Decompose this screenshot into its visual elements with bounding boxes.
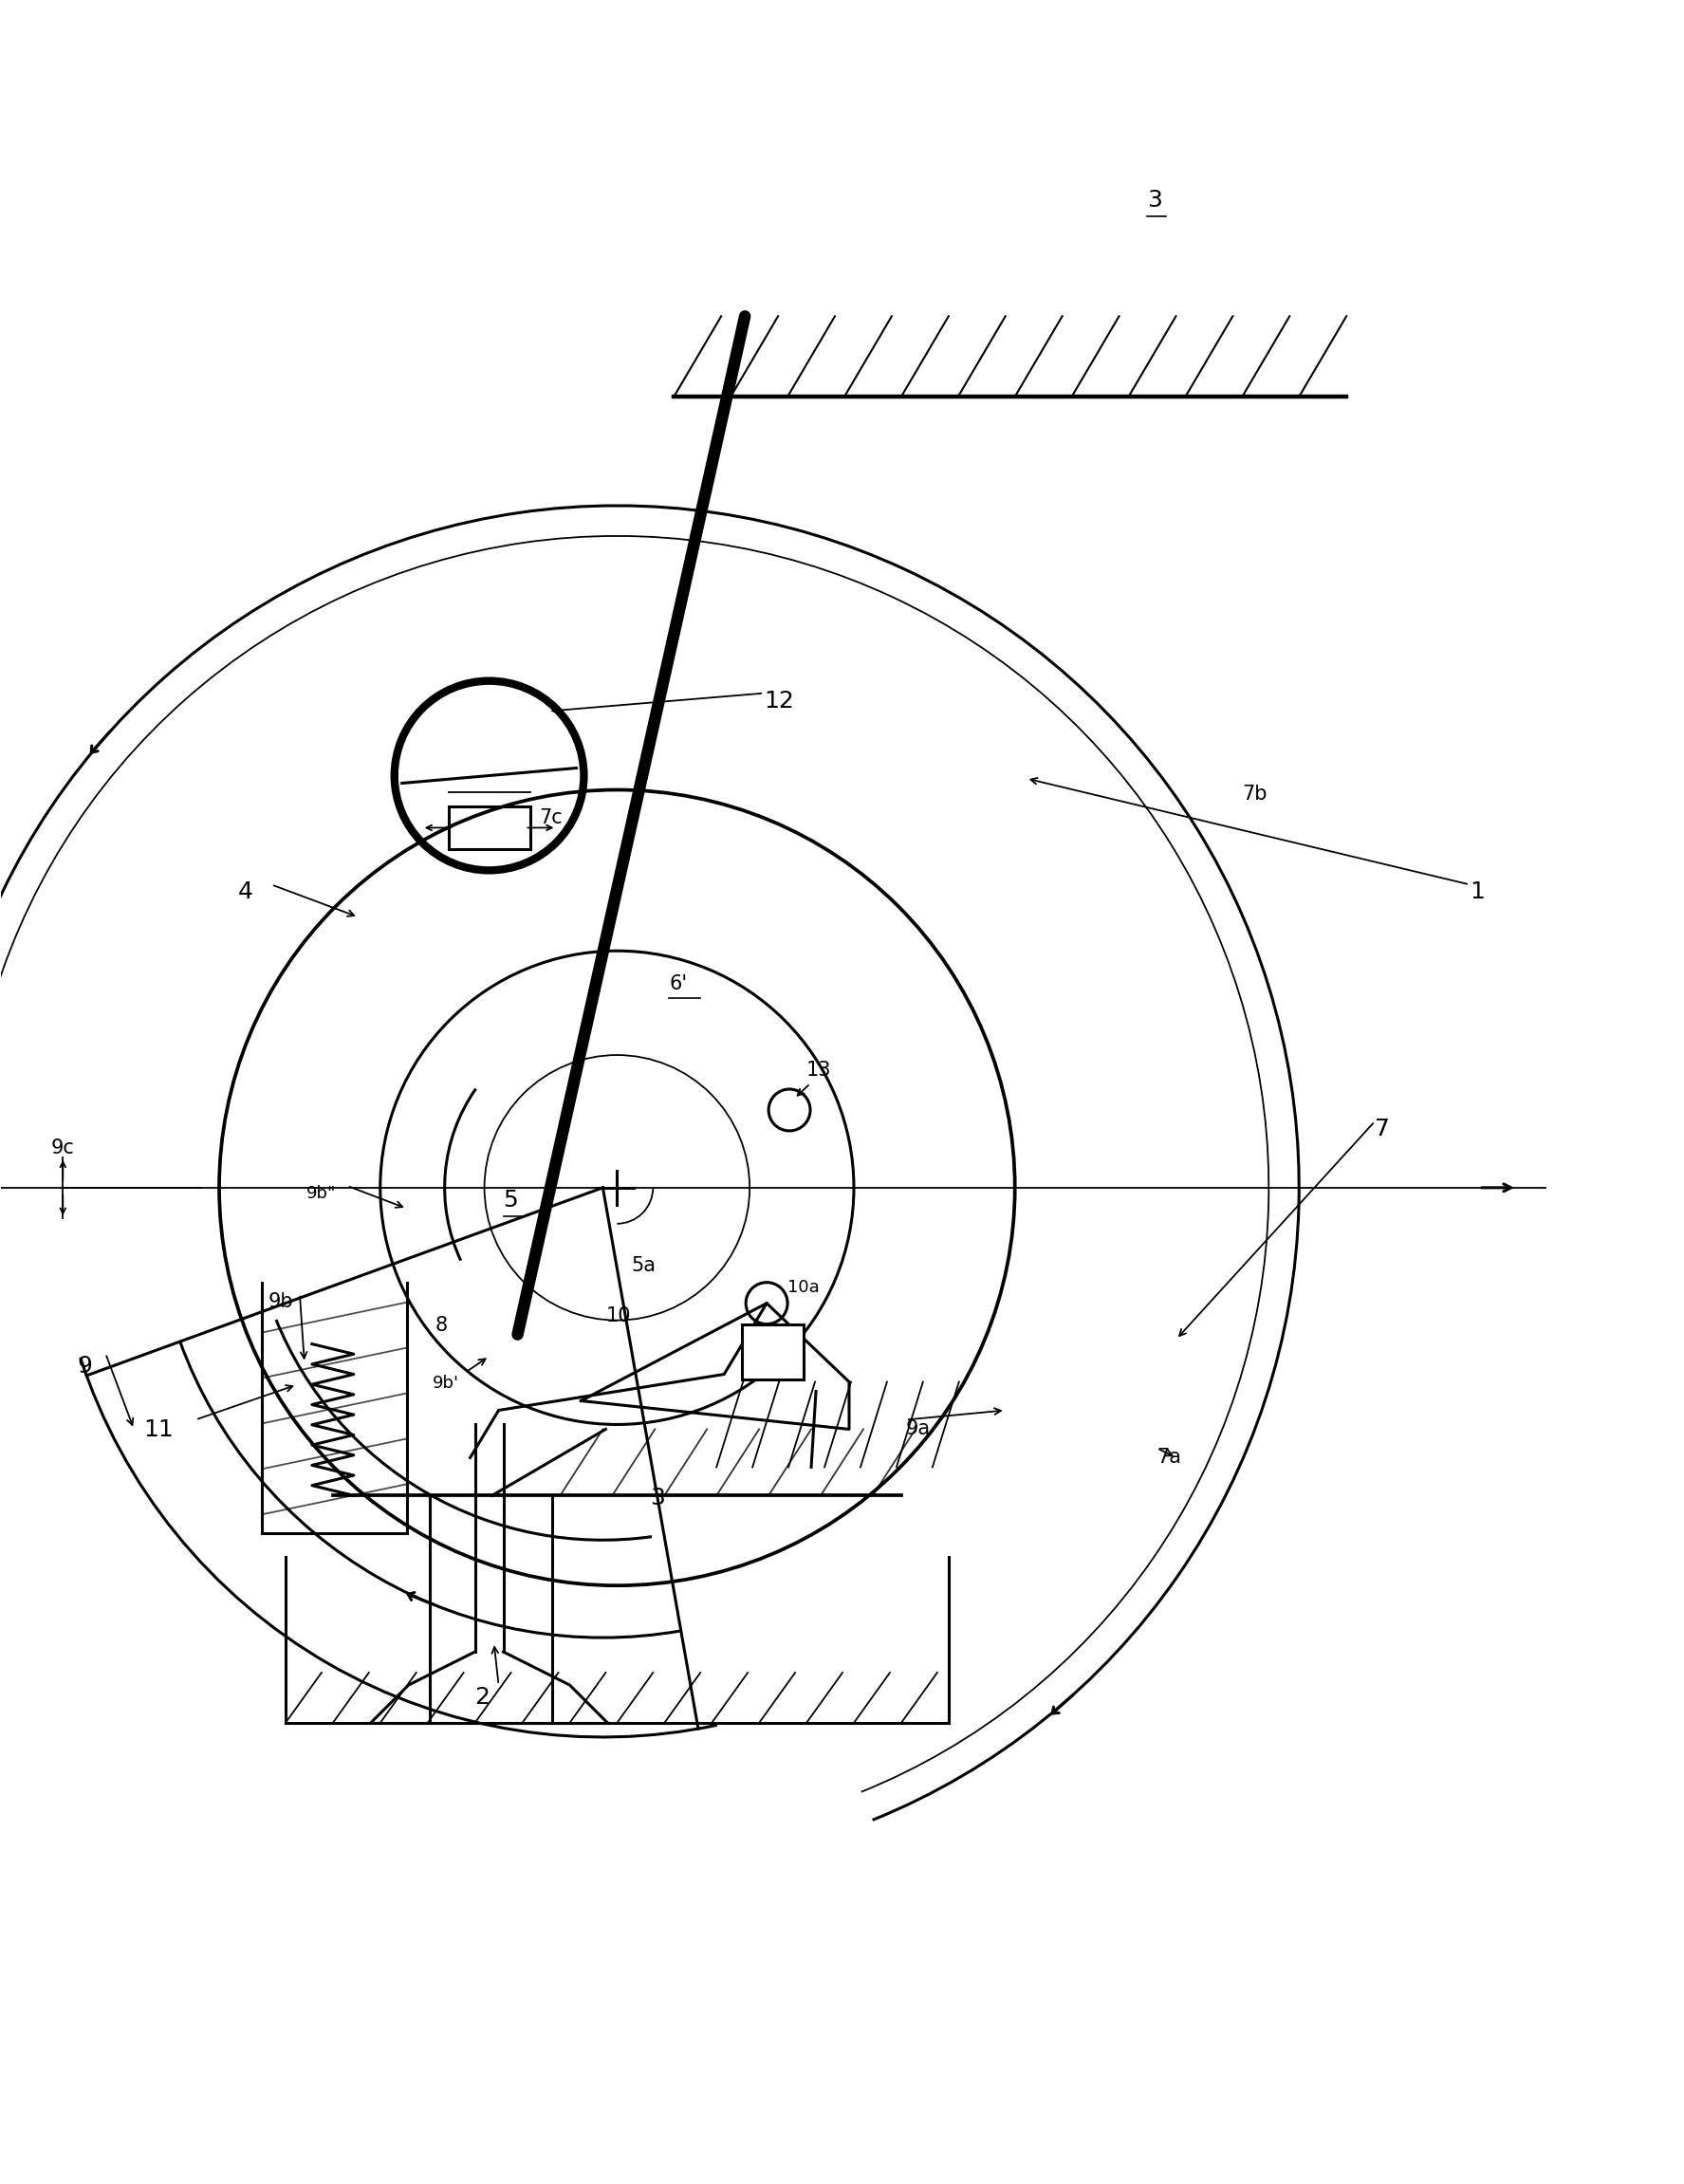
Text: 4: 4 xyxy=(237,880,253,904)
Text: 8: 8 xyxy=(434,1315,448,1334)
Text: 7b: 7b xyxy=(1243,784,1268,804)
Text: 3: 3 xyxy=(650,1487,665,1509)
Text: 13: 13 xyxy=(807,1061,832,1079)
Text: 5: 5 xyxy=(504,1188,519,1212)
Text: 10a: 10a xyxy=(788,1278,820,1295)
Text: 9b: 9b xyxy=(268,1293,293,1310)
Text: 6': 6' xyxy=(669,974,687,994)
Text: 14: 14 xyxy=(746,1356,768,1374)
Text: 9c: 9c xyxy=(51,1138,74,1158)
Text: 7: 7 xyxy=(1374,1118,1389,1140)
Text: 10: 10 xyxy=(606,1306,632,1326)
Text: 7c: 7c xyxy=(539,808,562,828)
Text: 9a: 9a xyxy=(906,1420,931,1439)
Text: 7a: 7a xyxy=(1157,1448,1182,1468)
Text: 5a: 5a xyxy=(632,1256,655,1275)
Text: 9b': 9b' xyxy=(433,1374,458,1391)
Text: 12: 12 xyxy=(765,690,795,712)
Text: 9: 9 xyxy=(77,1354,93,1378)
Text: 3: 3 xyxy=(1147,190,1162,212)
FancyBboxPatch shape xyxy=(743,1324,803,1378)
Text: 2: 2 xyxy=(475,1686,490,1708)
Text: 1: 1 xyxy=(1470,880,1485,904)
Text: 11: 11 xyxy=(143,1420,173,1441)
Text: 9b": 9b" xyxy=(306,1184,337,1201)
